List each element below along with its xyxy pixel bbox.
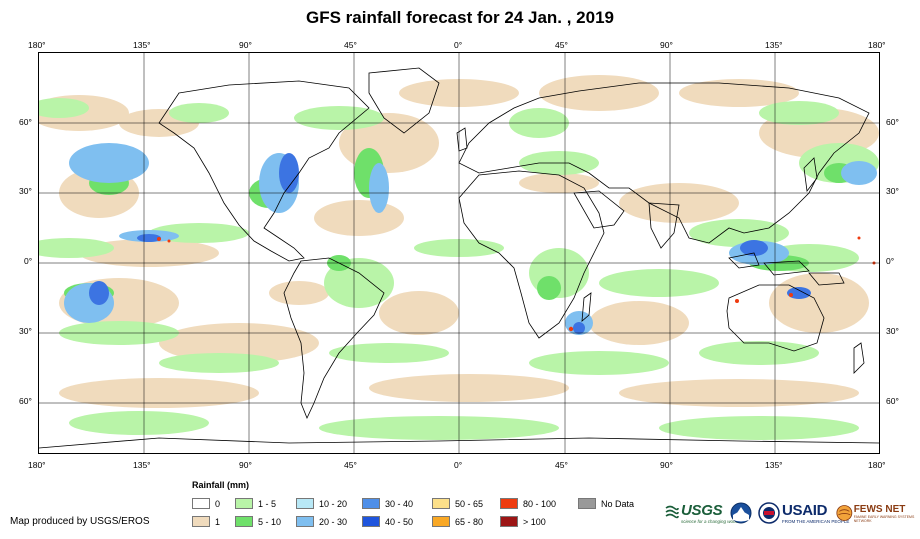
lat-label: 30° — [19, 326, 32, 336]
fewsnet-logo-sub: FAMINE EARLY WARNING SYSTEMS NETWORK — [853, 514, 915, 523]
legend-swatch — [296, 516, 314, 527]
usgs-logo-text: USGS — [681, 502, 723, 519]
legend-item: 5 - 10 — [235, 516, 281, 528]
lon-label: 45° — [344, 40, 357, 50]
lat-label: 60° — [19, 117, 32, 127]
legend-swatch — [192, 498, 210, 509]
lon-label: 180° — [868, 40, 886, 50]
fewsnet-logo-text: FEWS NET — [853, 503, 906, 515]
lon-label: 45° — [555, 460, 568, 470]
usgs-wave-icon — [665, 505, 679, 519]
usgs-logo: USGS science for a changing world — [665, 500, 738, 526]
legend-item: > 100 — [500, 516, 546, 528]
lat-label: 30° — [19, 186, 32, 196]
legend-label: 65 - 80 — [455, 517, 484, 527]
lat-label: 60° — [886, 396, 899, 406]
legend-label: 30 - 40 — [385, 499, 414, 509]
legend-swatch — [500, 498, 518, 509]
legend-item: 30 - 40 — [362, 498, 413, 510]
legend-swatch — [362, 516, 380, 527]
legend-label: 80 - 100 — [523, 499, 557, 509]
legend-swatch — [192, 516, 210, 527]
legend-title: Rainfall (mm) — [192, 480, 250, 490]
lon-label: 90° — [239, 40, 252, 50]
map-title: GFS rainfall forecast for 24 Jan. , 2019 — [305, 8, 615, 27]
lon-label: 180° — [28, 460, 46, 470]
legend-item: 10 - 20 — [296, 498, 347, 510]
usgs-logo-sub: science for a changing world — [681, 519, 739, 524]
legend-label: 5 - 10 — [258, 517, 282, 527]
lon-label: 135° — [765, 460, 783, 470]
legend-swatch — [500, 516, 518, 527]
lat-label: 30° — [886, 326, 899, 336]
legend-label: 1 - 5 — [258, 499, 277, 509]
lon-label: 45° — [344, 460, 357, 470]
lon-label: 90° — [660, 460, 673, 470]
noaa-logo — [730, 500, 752, 526]
fewsnet-logo: FEWS NET FAMINE EARLY WARNING SYSTEMS NE… — [836, 500, 920, 526]
legend-swatch — [296, 498, 314, 509]
noaa-seal-icon — [730, 502, 752, 524]
legend-label: 0 — [215, 499, 221, 509]
lat-label: 60° — [19, 396, 32, 406]
lat-label: 30° — [886, 186, 899, 196]
legend-label: 1 — [215, 517, 221, 527]
lat-label: 0° — [886, 256, 895, 266]
lon-label: 135° — [133, 460, 151, 470]
map-credit: Map produced by USGS/EROS — [10, 516, 150, 527]
map-frame — [38, 52, 880, 454]
lon-label: 0° — [454, 460, 463, 470]
legend-item: 65 - 80 — [432, 516, 483, 528]
legend-item: 50 - 65 — [432, 498, 483, 510]
lat-label: 60° — [886, 117, 899, 127]
lon-label: 180° — [868, 460, 886, 470]
fewsnet-globe-icon — [836, 505, 853, 521]
lon-label: 135° — [765, 40, 783, 50]
usaid-seal-icon — [758, 502, 780, 524]
lon-label: 0° — [454, 40, 463, 50]
lon-label: 45° — [555, 40, 568, 50]
legend-item: 40 - 50 — [362, 516, 413, 528]
legend-item: 80 - 100 — [500, 498, 556, 510]
legend-item: 1 — [192, 516, 220, 528]
legend-swatch — [432, 498, 450, 509]
legend-label: 40 - 50 — [385, 517, 414, 527]
legend-label: 20 - 30 — [319, 517, 348, 527]
lon-label: 90° — [660, 40, 673, 50]
lon-label: 180° — [28, 40, 46, 50]
legend-item: 0 — [192, 498, 220, 510]
lon-label: 90° — [239, 460, 252, 470]
legend-label: 50 - 65 — [455, 499, 484, 509]
legend-item: 20 - 30 — [296, 516, 347, 528]
legend-swatch — [362, 498, 380, 509]
rain-1to5-areas — [39, 98, 879, 440]
rainfall-map — [39, 53, 879, 453]
graticule — [39, 53, 879, 453]
legend-label: 10 - 20 — [319, 499, 348, 509]
usaid-logo-text: USAID — [782, 502, 828, 519]
lon-label: 135° — [133, 40, 151, 50]
rain-30to50-areas — [89, 153, 811, 334]
legend-label: No Data — [601, 499, 635, 509]
usaid-logo: USAID FROM THE AMERICAN PEOPLE — [758, 500, 849, 526]
legend-item: No Data — [578, 498, 634, 510]
legend-item: 1 - 5 — [235, 498, 276, 510]
legend-swatch — [235, 498, 253, 509]
rain-80plus-areas — [157, 236, 876, 332]
legend-swatch — [235, 516, 253, 527]
legend-label: > 100 — [523, 517, 546, 527]
legend-swatch — [578, 498, 596, 509]
legend-swatch — [432, 516, 450, 527]
lat-label: 0° — [24, 256, 33, 266]
usaid-logo-sub: FROM THE AMERICAN PEOPLE — [782, 519, 850, 524]
